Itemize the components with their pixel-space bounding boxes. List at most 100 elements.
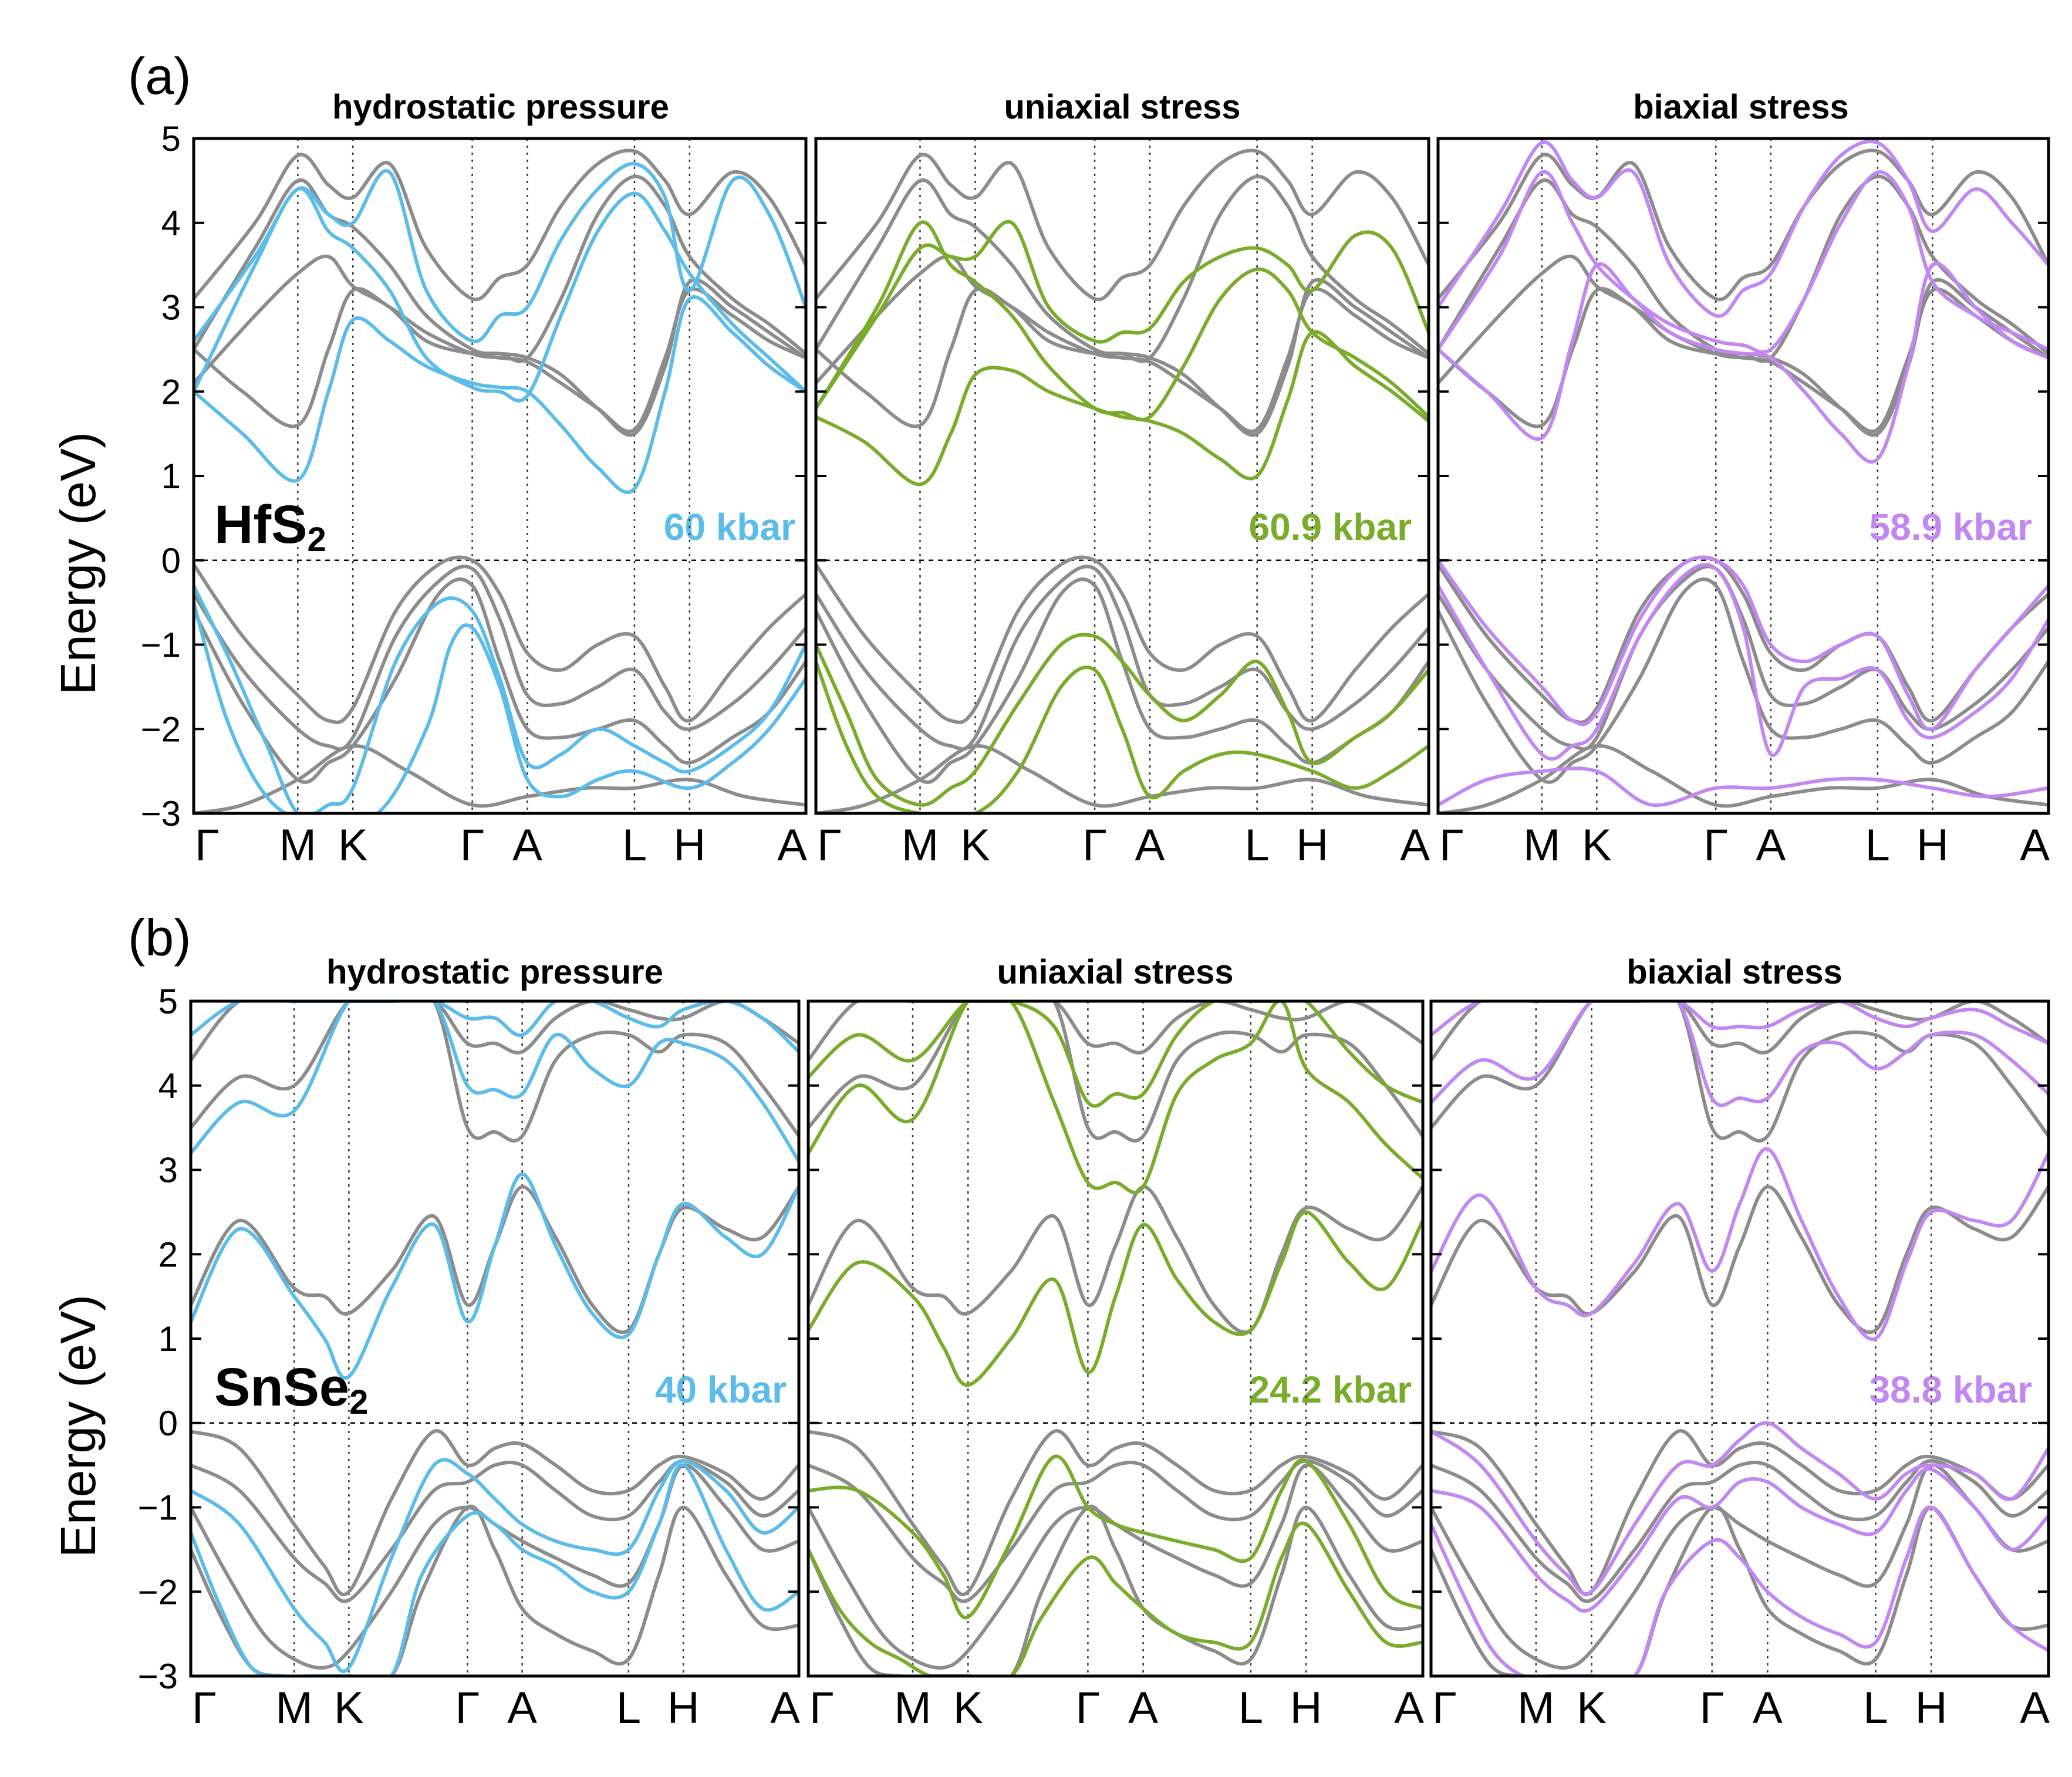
reference-band-b2-6 <box>808 1504 1423 1676</box>
reference-band-b3-6 <box>1431 1504 2049 1676</box>
row-b-label: (b) <box>128 908 191 967</box>
kpoint-label-b1: Γ <box>455 1683 480 1733</box>
kpoint-label-a1: L <box>622 820 647 870</box>
kpoint-label-a2: Γ <box>817 820 842 870</box>
row-a-label: (a) <box>128 47 191 105</box>
y-tick-label: 5 <box>161 119 181 158</box>
reference-band-b3-0 <box>1431 1185 2049 1335</box>
kpoint-label-a1: H <box>673 820 706 870</box>
y-tick-label: 2 <box>161 372 181 411</box>
kpoint-label-b1: A <box>770 1683 800 1733</box>
row-b-y-axis-label: Energy (eV) <box>50 1295 106 1558</box>
bands-a1 <box>194 148 806 813</box>
panel-a3-title: biaxial stress <box>1633 88 1849 126</box>
kpoint-label-a2: A <box>1400 820 1430 870</box>
y-tick-label: −3 <box>138 1657 178 1696</box>
reference-band-a3-4 <box>1438 555 2049 724</box>
y-tick-label: 2 <box>158 1235 178 1274</box>
strained-band-a3-2 <box>1438 262 2049 464</box>
reference-band-b2-3 <box>808 1429 1423 1596</box>
strained-band-a2-2 <box>816 330 1429 487</box>
kpoint-label-a3: M <box>1523 820 1560 870</box>
strained-band-a3-4 <box>1438 563 2049 761</box>
kpoint-label-b3: Γ <box>1700 1683 1725 1733</box>
kpoint-label-b2: K <box>953 1683 983 1733</box>
y-tick-label: 3 <box>158 1151 178 1190</box>
reference-band-b1-6 <box>191 1504 799 1676</box>
strained-band-b2-4 <box>808 1521 1423 1676</box>
y-tick-label: −2 <box>138 1572 178 1612</box>
kpoint-label-b1: Γ <box>192 1683 217 1733</box>
panel-frame-b2 <box>806 999 1425 1678</box>
kpoint-label-a1: Γ <box>195 820 220 870</box>
y-tick-label: 4 <box>161 204 181 243</box>
strained-band-a2-1 <box>816 220 1429 422</box>
kpoint-label-b1: M <box>275 1683 312 1733</box>
kpoint-label-a2: Γ <box>1082 820 1107 870</box>
bands-a2 <box>816 148 1429 813</box>
pressure-label-a3: 58.9 kbar <box>1869 506 2032 548</box>
y-tick-label: 1 <box>158 1319 178 1359</box>
kpoint-label-a2: H <box>1296 820 1328 870</box>
kpoint-label-b3: Γ <box>1432 1683 1457 1733</box>
reference-band-b3-1 <box>1431 1001 2049 1143</box>
row-a-y-axis-label: Energy (eV) <box>50 432 106 695</box>
strained-band-b1-4 <box>191 1463 799 1676</box>
reference-band-a2-4 <box>816 555 1429 724</box>
reference-band-a1-6 <box>194 577 806 784</box>
kpoint-label-b1: L <box>616 1683 641 1733</box>
strained-band-a3-1 <box>1438 170 2049 354</box>
reference-band-b1-5 <box>191 1463 799 1670</box>
strained-band-a2-0 <box>816 219 1429 410</box>
strained-band-b1-0 <box>191 1172 799 1380</box>
reference-band-a2-2 <box>816 254 1429 437</box>
reference-band-a1-0 <box>194 148 806 302</box>
strained-band-b3-2 <box>1431 1001 2049 1045</box>
bands-b1 <box>191 1001 799 1676</box>
kpoint-label-b3: H <box>1915 1683 1948 1733</box>
reference-band-a3-6 <box>1438 577 2049 784</box>
kpoint-label-a3: H <box>1916 820 1949 870</box>
reference-band-a3-3 <box>1438 287 2049 433</box>
kpoint-label-b3: K <box>1577 1683 1607 1733</box>
y-tick-label: −2 <box>141 710 181 749</box>
kpoint-label-a3: Γ <box>1703 820 1728 870</box>
strained-band-b3-3 <box>1431 1421 2049 1596</box>
y-tick-label: 5 <box>158 982 178 1021</box>
kpoint-label-a1: M <box>279 820 316 870</box>
y-tick-label: −1 <box>141 626 181 665</box>
kpoint-label-b3: M <box>1517 1683 1554 1733</box>
reference-band-a1-2 <box>194 254 806 437</box>
strained-band-a3-3 <box>1438 555 2049 732</box>
reference-band-b3-4 <box>1431 1459 2049 1603</box>
reference-band-a1-7 <box>194 744 806 813</box>
kpoint-label-b3: A <box>1753 1683 1783 1733</box>
strained-band-b2-3 <box>808 1454 1423 1620</box>
kpoint-label-b2: H <box>1290 1683 1322 1733</box>
kpoint-label-b1: H <box>667 1683 700 1733</box>
strained-band-b2-2 <box>808 1001 1423 1108</box>
kpoint-label-a2: L <box>1245 820 1270 870</box>
kpoint-label-a1: K <box>338 820 368 870</box>
y-tick-label: −1 <box>138 1488 178 1528</box>
strained-band-b1-2 <box>191 1001 799 1054</box>
kpoint-label-b2: M <box>894 1683 931 1733</box>
strained-band-a1-2 <box>194 295 806 494</box>
kpoint-label-a1: A <box>777 820 807 870</box>
reference-band-a3-0 <box>1438 148 2049 302</box>
reference-band-b1-3 <box>191 1429 799 1596</box>
reference-band-b3-5 <box>1431 1463 2049 1670</box>
kpoint-label-b3: L <box>1863 1683 1888 1733</box>
reference-band-b3-2 <box>1431 1001 2049 1062</box>
strained-band-b3-1 <box>1431 1001 2049 1107</box>
panel-b3-title: biaxial stress <box>1626 953 1842 991</box>
reference-band-a3-7 <box>1438 744 2049 813</box>
pressure-label-b1: 40 kbar <box>655 1369 787 1411</box>
strained-band-b1-3 <box>191 1458 799 1673</box>
